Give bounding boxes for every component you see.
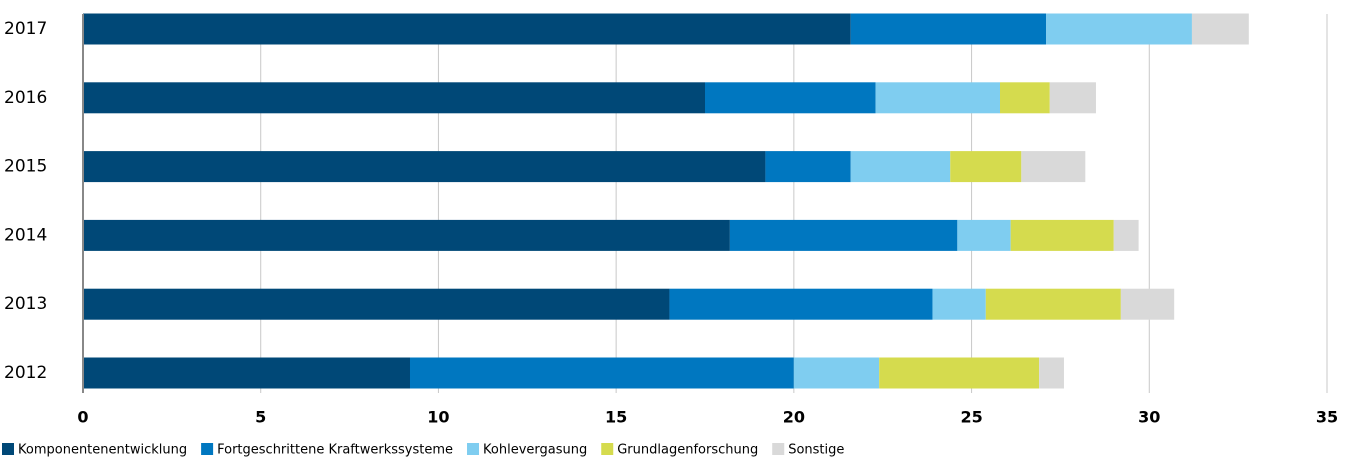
legend-label: Komponentenentwicklung [18,443,187,457]
y-tick-label: 2013 [4,294,47,314]
bar-segment [1021,151,1086,183]
bar-segment [765,151,851,183]
x-tick-label: 5 [255,408,266,427]
bar-segment [932,288,986,320]
legend-swatch [772,443,785,455]
bar-segment [1113,219,1139,251]
x-tick-label: 35 [1316,408,1338,427]
bar-segment [83,357,410,389]
x-tick-label: 15 [605,408,627,427]
bar-segment [705,82,876,114]
bar-segment [985,288,1121,320]
y-tick-label: 2015 [4,157,47,177]
x-tick-label: 30 [1138,408,1160,427]
legend-swatch [601,443,614,455]
x-tick-label: 20 [783,408,805,427]
bar-segment [1000,82,1050,114]
bar-segment [669,288,933,320]
bar-segment [83,288,670,320]
legend-swatch [2,443,14,455]
x-tick-label: 0 [77,408,88,427]
bar-segment [1010,219,1114,251]
legend-label: Grundlagenforschung [617,443,758,457]
legend-swatch [467,443,480,455]
legend-label: Kohlevergasung [483,443,587,457]
bar-segment [729,219,958,251]
x-tick-label: 10 [427,408,449,427]
bar-segment [83,13,851,45]
y-tick-label: 2017 [4,19,47,39]
y-tick-label: 2012 [4,363,47,383]
bar-segment [793,357,880,389]
bar-segment [1120,288,1175,320]
bar-segment [850,13,1047,45]
legend-label: Sonstige [788,443,844,457]
bar-segment [879,357,1040,389]
bar-segment [83,219,730,251]
bar-segment [950,151,1022,183]
legend-swatch [201,443,214,455]
x-tick-label: 25 [960,408,982,427]
legend-label: Fortgeschrittene Kraftwerkssysteme [217,443,453,457]
y-tick-label: 2016 [4,88,47,108]
bar-segment [1046,13,1192,45]
bar-segment [83,151,766,183]
bar-segment [850,151,951,183]
y-tick-label: 2014 [4,225,47,245]
bar-segment [409,357,794,389]
bar-segment [875,82,1001,114]
bar-segment [1049,82,1096,114]
bar-segment [957,219,1011,251]
bar-segment [83,82,705,114]
bar-segment [1191,13,1249,45]
bar-segment [1039,357,1064,389]
